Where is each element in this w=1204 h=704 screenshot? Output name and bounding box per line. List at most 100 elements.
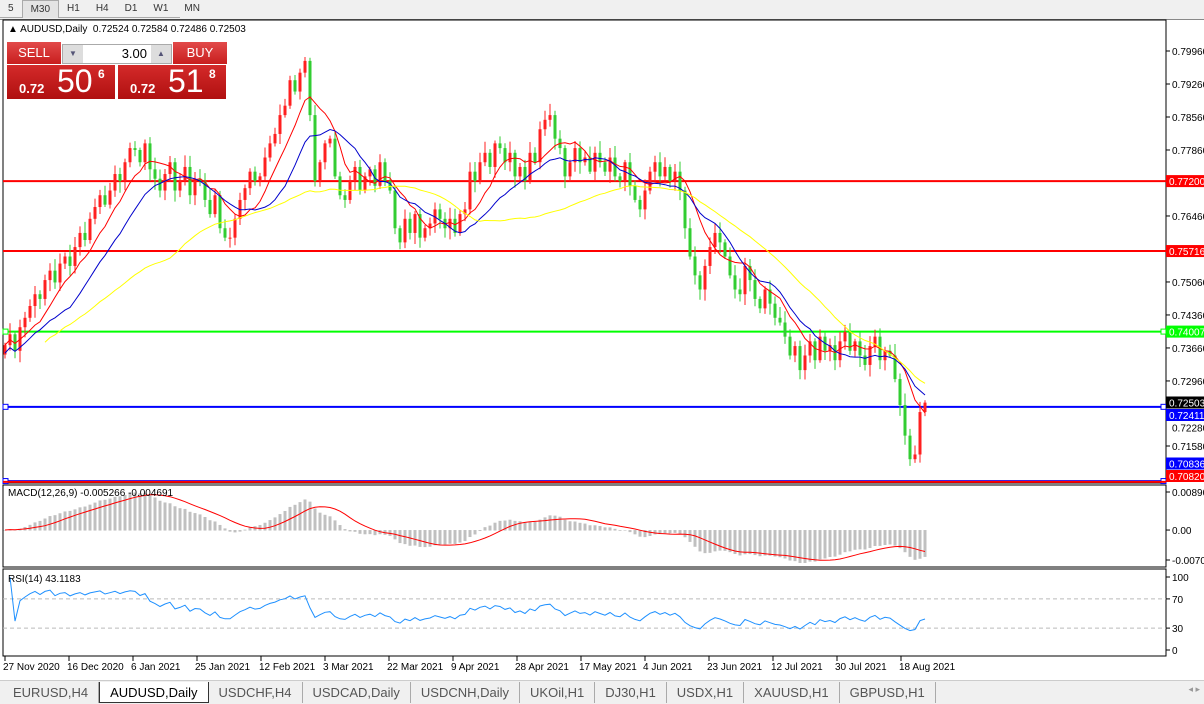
chart-tab[interactable]: XAUUSD,H1 [744, 682, 840, 703]
timeframe-H4[interactable]: H4 [95, 3, 109, 14]
macd-histogram-bar [213, 521, 217, 531]
candle-body [338, 176, 342, 196]
candle-body [233, 218, 237, 238]
macd-histogram-bar [133, 492, 137, 531]
macd-histogram-bar [878, 530, 882, 546]
buy-price[interactable]: 0.72 51 8 [118, 63, 226, 99]
candle-body [643, 190, 647, 210]
candle-body [478, 162, 482, 182]
macd-histogram-bar [183, 508, 187, 531]
macd-histogram-bar [618, 530, 622, 531]
candle-body [43, 280, 47, 299]
sell-price-main: 50 [57, 63, 93, 99]
macd-frame [2, 484, 1167, 568]
hline-price-label: 0.72411 [1169, 411, 1204, 422]
candle-body [588, 157, 592, 172]
macd-histogram-bar [203, 517, 207, 531]
sell-price[interactable]: 0.72 50 6 [7, 63, 115, 99]
chart-tab[interactable]: USDX,H1 [667, 682, 745, 703]
candle-body [848, 331, 852, 351]
buy-button[interactable]: BUY [173, 42, 227, 64]
macd-histogram-bar [453, 530, 457, 544]
date-tick-label: 30 Jul 2021 [835, 662, 887, 673]
macd-histogram-bar [723, 530, 727, 551]
macd-histogram-bar [63, 511, 67, 531]
candle-body [188, 166, 192, 196]
symbol-title: AUDUSD,Daily [20, 24, 88, 35]
timeframe-W1[interactable]: W1 [153, 3, 169, 14]
macd-histogram-bar [178, 508, 182, 531]
chart-tab[interactable]: UKOil,H1 [520, 682, 596, 703]
hline-price-marker [1166, 470, 1204, 482]
timeframe-M30[interactable]: M30 [21, 0, 60, 18]
sell-button[interactable]: SELL [7, 42, 61, 64]
chart-tab[interactable]: GBPUSD,H1 [840, 682, 936, 703]
macd-histogram-bar [658, 530, 662, 535]
candle-body [388, 181, 392, 191]
timeframe-5[interactable]: 5 [8, 3, 14, 14]
candle-body [278, 115, 282, 134]
hline-price-label: 0.74007 [1169, 328, 1204, 339]
macd-histogram-bar [843, 530, 847, 553]
candle-body [608, 157, 612, 172]
timeframe-H1[interactable]: H1 [67, 3, 80, 14]
macd-histogram-bar [593, 525, 597, 531]
macd-histogram-bar [473, 530, 477, 535]
macd-histogram-bar [168, 503, 172, 531]
chart-tab[interactable]: USDCNH,Daily [411, 682, 521, 703]
chart-tab[interactable]: DJ30,H1 [595, 682, 667, 703]
macd-histogram-bar [358, 530, 362, 534]
rsi-tick-label: 100 [1172, 573, 1189, 584]
chart-tab[interactable]: AUDUSD,Daily [99, 682, 209, 703]
candle-body [13, 334, 17, 351]
lot-decrease-arrow-icon[interactable]: ▼ [63, 45, 83, 63]
macd-histogram-bar [828, 530, 832, 557]
chart-tab[interactable]: EURUSD,H4 [3, 682, 100, 703]
macd-histogram-bar [98, 500, 102, 531]
macd-histogram-bar [373, 530, 377, 536]
candle-body [863, 355, 867, 365]
timeframe-MN[interactable]: MN [184, 3, 200, 14]
tab-scroll-arrows-icon[interactable]: ◂ ▸ [1188, 684, 1200, 694]
hline-price-marker [1166, 175, 1204, 188]
candle-body [203, 181, 207, 200]
ohlc-readout: 0.72524 0.72584 0.72486 0.72503 [92, 24, 246, 35]
macd-histogram-bar [433, 530, 437, 546]
macd-histogram-bar [353, 530, 357, 532]
macd-histogram-bar [758, 530, 762, 557]
lot-increase-arrow-icon[interactable]: ▲ [151, 45, 171, 63]
candle-body [88, 218, 92, 241]
line-anchor-handle [1160, 403, 1167, 410]
candle-body [163, 174, 167, 191]
macd-histogram-bar [823, 530, 827, 559]
macd-histogram-bar [438, 530, 442, 545]
candle-body [793, 346, 797, 356]
candle-body [638, 199, 642, 210]
lot-size-input[interactable]: 3.00 [121, 46, 147, 61]
candle-body [463, 209, 467, 215]
candle-body [128, 148, 132, 163]
candle-body [103, 195, 107, 205]
timeframe-D1[interactable]: D1 [124, 3, 138, 14]
macd-histogram-bar [263, 522, 267, 531]
rsi-tick-label: 70 [1172, 595, 1184, 606]
candle-body [503, 148, 507, 163]
chart-tab[interactable]: USDCHF,H4 [209, 682, 303, 703]
date-tick-label: 23 Jun 2021 [707, 662, 762, 673]
chart-tab[interactable]: USDCAD,Daily [303, 682, 411, 703]
candle-body [393, 190, 397, 229]
lot-size-stepper[interactable]: ▼ 3.00 ▲ [62, 44, 172, 64]
macd-histogram-bar [833, 530, 837, 557]
macd-histogram-bar [223, 528, 227, 531]
candle-body [693, 256, 697, 276]
chart-title: ▲ AUDUSD,Daily 0.72524 0.72584 0.72486 0… [8, 24, 246, 35]
macd-histogram-bar [908, 530, 912, 557]
macd-histogram-bar [643, 530, 647, 538]
candle-body [133, 148, 137, 150]
macd-histogram-bar [48, 516, 52, 531]
candle-body [483, 152, 487, 163]
candle-body [718, 232, 722, 243]
